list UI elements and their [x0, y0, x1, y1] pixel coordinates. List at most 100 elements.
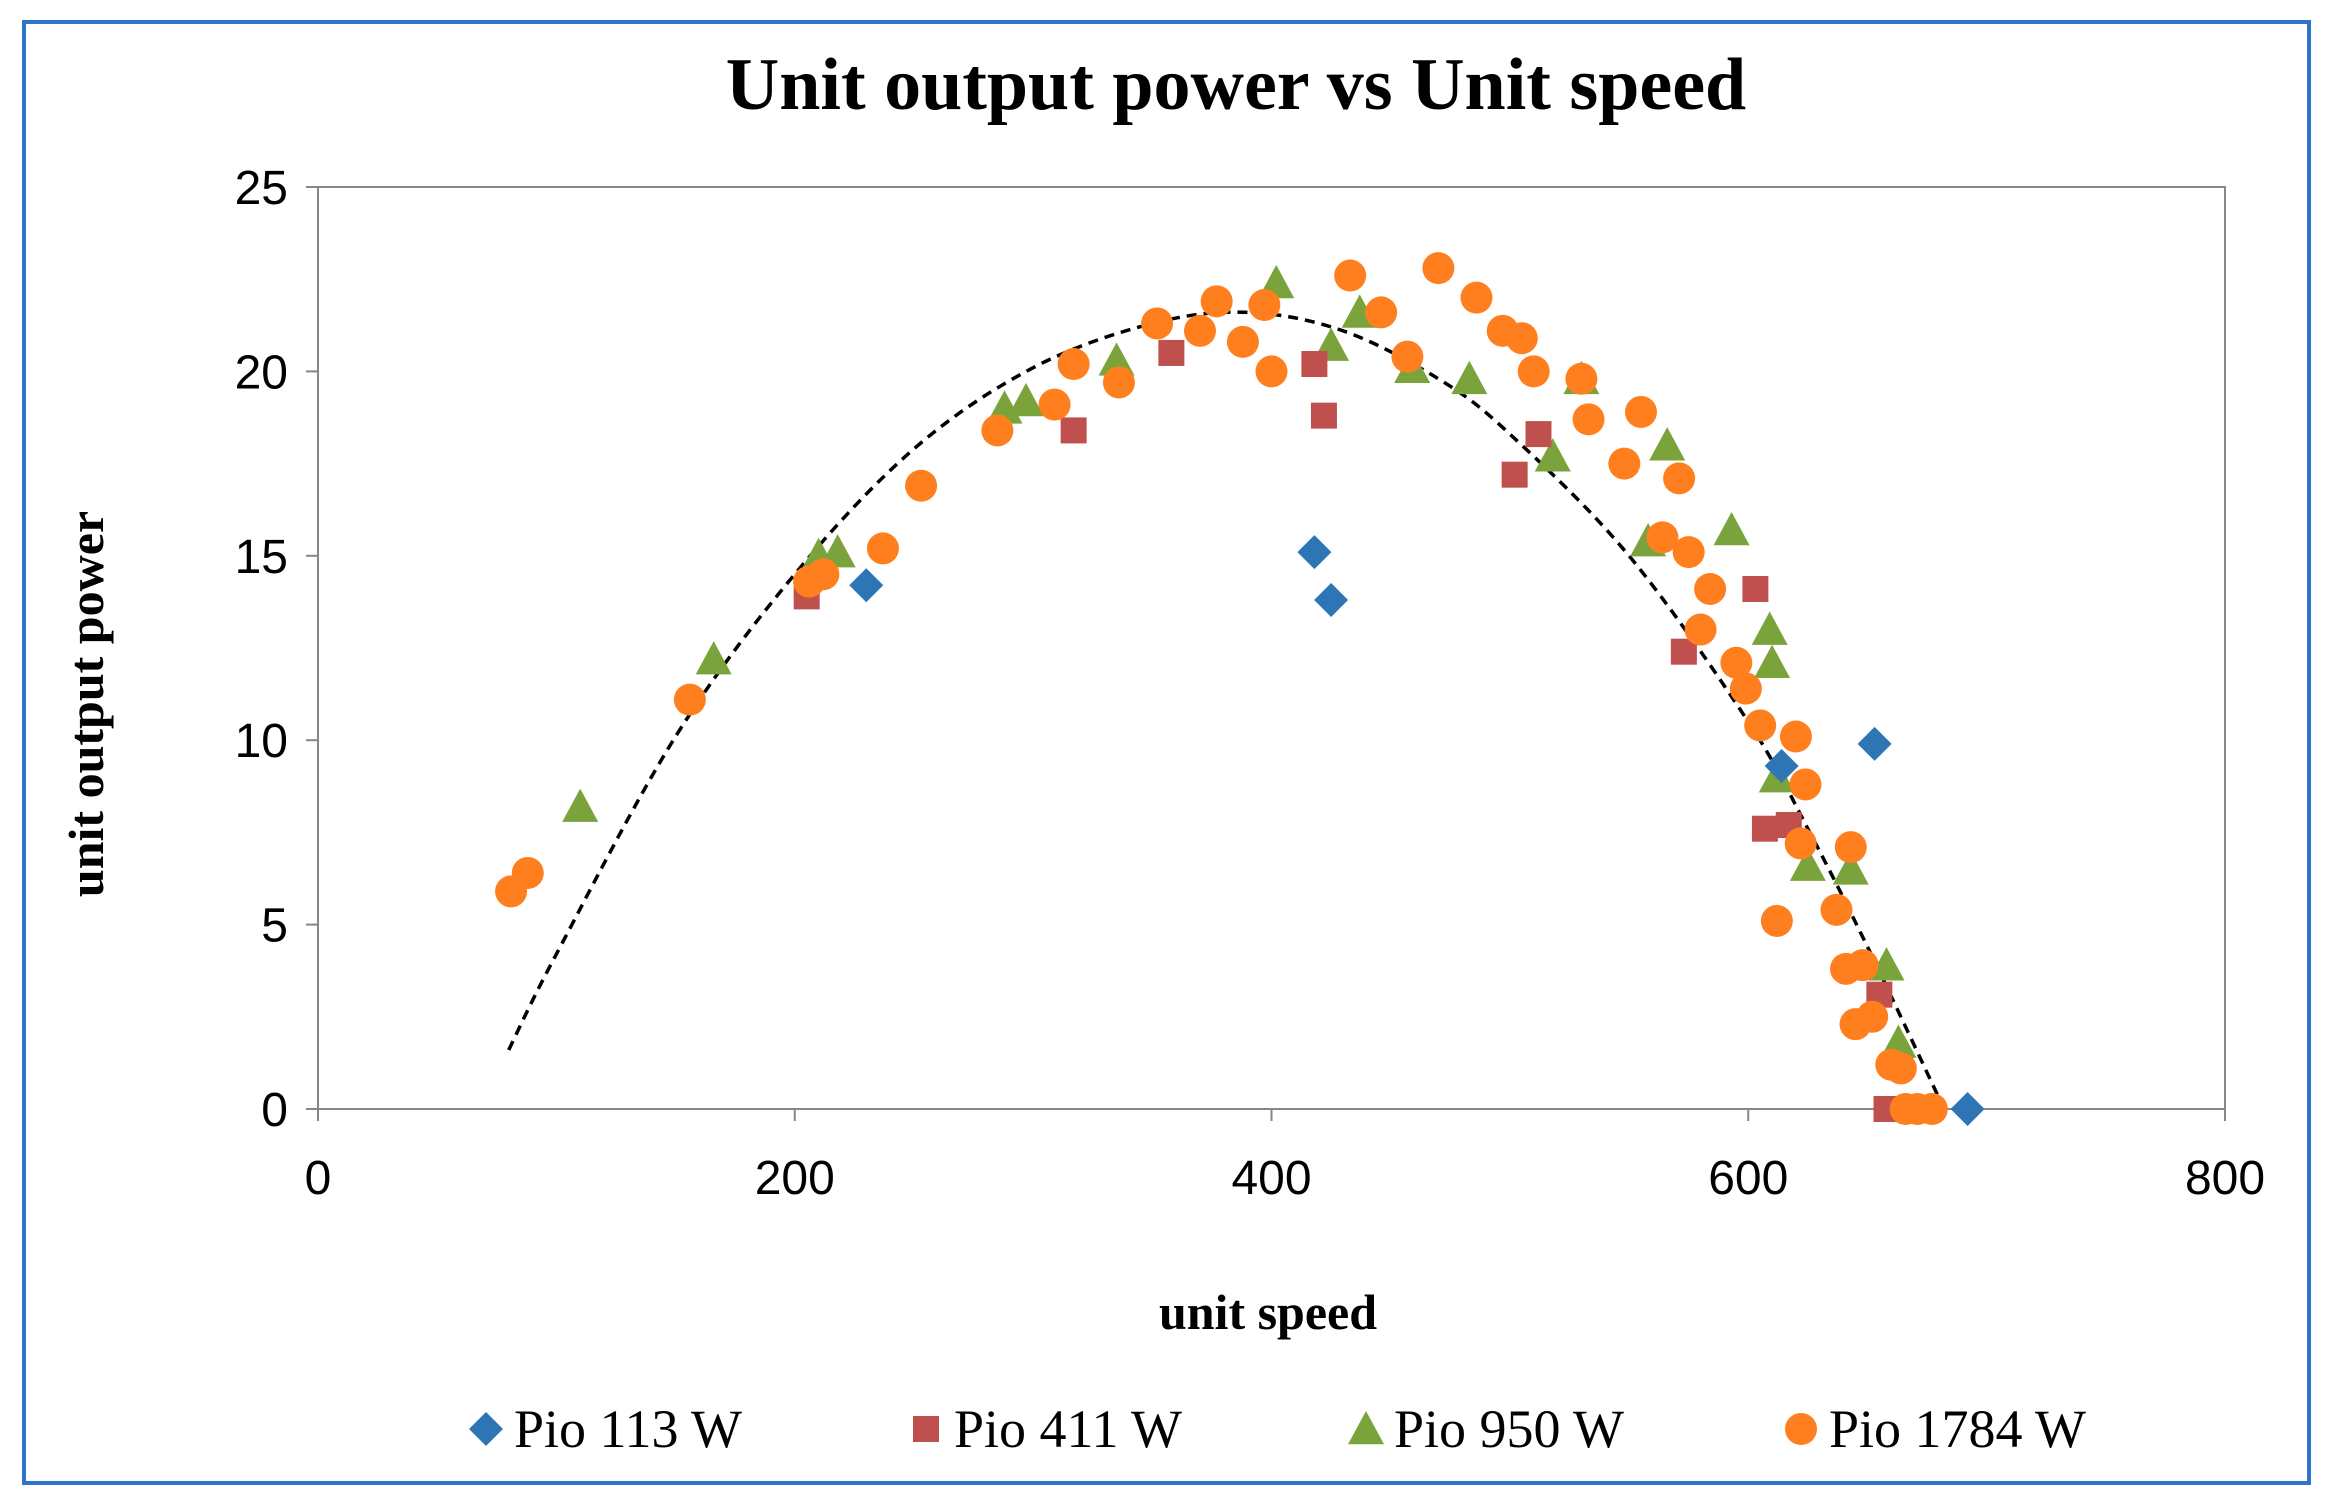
legend-label: Pio 1784 W: [1829, 1399, 2086, 1459]
diamond-point: [1764, 749, 1799, 784]
y-tick-label: 5: [261, 900, 288, 953]
triangle-point: [819, 534, 856, 568]
triangle-point: [1751, 611, 1788, 645]
circle-point: [1915, 1093, 1948, 1125]
circle-point: [1102, 366, 1135, 399]
triangle-point: [1098, 342, 1135, 376]
square-point: [1525, 421, 1552, 448]
triangle-point: [1451, 360, 1488, 395]
circle-point: [1334, 259, 1367, 292]
triangle-point: [562, 788, 599, 822]
axis-ticks: 0 200 400 600 800 0 5 10 15 20 25: [235, 162, 2265, 1205]
legend-marker: [913, 1416, 939, 1442]
legend-marker: [1348, 1411, 1384, 1445]
square-point: [1751, 815, 1778, 842]
legend-label: Pio 113 W: [514, 1399, 742, 1459]
circle-point: [905, 469, 938, 502]
circle-point: [1038, 388, 1071, 421]
circle-point: [1820, 893, 1853, 926]
circle-point: [1672, 536, 1705, 569]
triangle-point: [1832, 851, 1869, 885]
diamond-point: [1297, 535, 1332, 570]
scatter-chart: Unit output power vs Unit speed 0 200 400 6…: [58, 44, 2265, 1459]
square-point: [1742, 575, 1769, 602]
plot-axes: [317, 186, 2226, 1110]
triangle-point: [1789, 847, 1826, 881]
triangle-point: [695, 641, 732, 675]
triangle-point: [1713, 511, 1750, 546]
circle-point: [1884, 1052, 1917, 1085]
legend-item: Pio 950 W: [1348, 1399, 1624, 1459]
x-tick-label: 200: [755, 1152, 835, 1205]
circle-point: [1779, 720, 1812, 753]
circle-point: [1255, 355, 1288, 388]
square-point: [1060, 417, 1087, 444]
series-pio-113-w: [849, 535, 1985, 1126]
legend: Pio 113 W Pio 411 W Pio 950 W Pio 1784 W: [469, 1399, 2086, 1459]
triangle-point: [1534, 438, 1571, 472]
series-pio-950-w: [562, 264, 1917, 1058]
chart-frame: Unit output power vs Unit speed 0 200 400 6…: [22, 20, 2311, 1485]
triangle-point: [1868, 947, 1905, 981]
plot-area-border: [317, 186, 2226, 1110]
y-tick-label: 20: [235, 346, 288, 399]
circle-point: [1505, 322, 1538, 355]
triangle-point: [1754, 644, 1791, 679]
legend-item: Pio 411 W: [913, 1399, 1182, 1459]
square-point: [1158, 339, 1185, 366]
circle-point: [1834, 831, 1867, 864]
circle-point: [1565, 362, 1598, 395]
circle-point: [1572, 403, 1605, 436]
y-tick-label: 25: [235, 162, 288, 215]
circle-point: [1057, 348, 1090, 381]
circle-point: [1248, 289, 1281, 322]
x-tick-label: 600: [1708, 1152, 1788, 1205]
series-pio-1784-w: [495, 252, 1948, 1125]
x-tick-label: 800: [2185, 1152, 2265, 1205]
circle-point: [673, 683, 706, 716]
circle-point: [1624, 395, 1657, 428]
triangle-point: [1649, 427, 1686, 461]
circle-point: [1694, 572, 1727, 605]
circle-point: [1663, 462, 1696, 495]
circle-point: [1365, 296, 1398, 329]
circle-point: [1720, 646, 1753, 679]
diamond-point: [849, 568, 884, 603]
circle-point: [1608, 447, 1641, 480]
legend-marker: [1785, 1413, 1817, 1445]
circle-point: [866, 532, 899, 565]
circle-point: [1422, 252, 1455, 285]
circle-point: [1517, 355, 1550, 388]
legend-label: Pio 950 W: [1394, 1399, 1624, 1459]
circle-point: [1744, 709, 1777, 742]
chart-title: Unit output power vs Unit speed: [726, 44, 1746, 126]
data-points: [495, 252, 1985, 1126]
diamond-point: [1857, 726, 1892, 761]
circle-point: [1226, 325, 1259, 358]
circle-point: [1784, 827, 1817, 860]
circle-point: [1460, 281, 1493, 314]
y-axis-label: unit output power: [58, 511, 114, 897]
circle-point: [1729, 672, 1762, 705]
legend-marker: [469, 1412, 503, 1446]
circle-point: [1684, 613, 1717, 646]
diamond-point: [1950, 1092, 1985, 1126]
triangle-point: [1007, 382, 1044, 417]
y-tick-label: 15: [235, 531, 288, 584]
circle-point: [981, 414, 1014, 447]
square-point: [1310, 402, 1337, 429]
circle-point: [1391, 340, 1424, 373]
y-tick-label: 0: [261, 1084, 288, 1137]
x-tick-label: 400: [1231, 1152, 1311, 1205]
legend-label: Pio 411 W: [954, 1399, 1182, 1459]
circle-point: [807, 558, 840, 591]
legend-item: Pio 113 W: [469, 1399, 742, 1459]
circle-point: [1200, 285, 1233, 318]
circle-point: [1856, 1000, 1889, 1033]
circle-point: [1141, 307, 1174, 340]
circle-point: [1646, 521, 1679, 554]
square-point: [1501, 461, 1528, 488]
circle-point: [1760, 904, 1793, 937]
circle-point: [511, 856, 544, 889]
x-axis-label: unit speed: [1159, 1284, 1377, 1340]
